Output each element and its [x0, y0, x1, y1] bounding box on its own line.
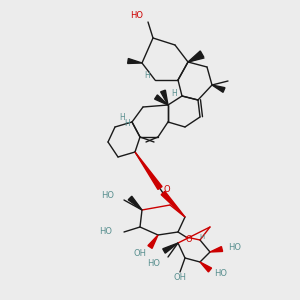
Polygon shape: [188, 51, 204, 62]
Text: H: H: [171, 88, 177, 98]
Text: H: H: [124, 119, 130, 128]
Polygon shape: [135, 152, 162, 189]
Polygon shape: [210, 247, 223, 252]
Text: H: H: [144, 70, 150, 80]
Text: HO: HO: [214, 269, 227, 278]
Text: O: O: [164, 185, 170, 194]
Text: HO: HO: [99, 227, 112, 236]
Text: H: H: [200, 234, 205, 240]
Text: HO: HO: [147, 259, 160, 268]
Polygon shape: [200, 262, 212, 272]
Polygon shape: [154, 95, 168, 105]
Text: O: O: [186, 235, 192, 244]
Polygon shape: [128, 196, 142, 210]
Polygon shape: [128, 58, 142, 64]
Text: H: H: [119, 112, 125, 122]
Polygon shape: [212, 85, 225, 92]
Text: OH: OH: [133, 248, 146, 257]
Text: HO: HO: [130, 11, 143, 20]
Text: HO: HO: [228, 242, 241, 251]
Polygon shape: [161, 191, 185, 217]
Polygon shape: [160, 90, 168, 105]
Polygon shape: [148, 235, 158, 248]
Text: HO: HO: [101, 191, 114, 200]
Polygon shape: [163, 243, 178, 253]
Text: OH: OH: [173, 274, 187, 283]
